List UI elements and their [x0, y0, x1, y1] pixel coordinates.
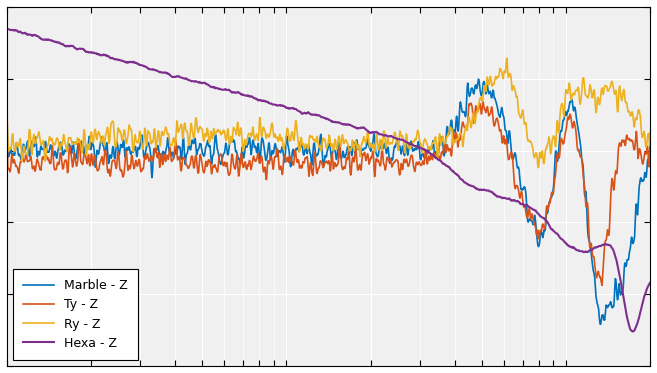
Marble - Z [79, 144, 87, 148]
Ry - Z [3, 103, 11, 108]
Ry - Z [276, 132, 284, 137]
Line: Ty - Z: Ty - Z [7, 102, 650, 285]
Marble - Z [289, 147, 297, 151]
Marble - Z [53, 156, 60, 160]
Marble - Z [3, 111, 11, 115]
Ry - Z [53, 136, 60, 141]
Ry - Z [535, 166, 543, 170]
Hexa - Z [646, 280, 654, 285]
Ty - Z [479, 100, 487, 104]
Legend: Marble - Z, Ty - Z, Ry - Z, Hexa - Z: Marble - Z, Ty - Z, Ry - Z, Hexa - Z [13, 269, 138, 360]
Ry - Z [369, 144, 377, 148]
Hexa - Z [3, 26, 11, 31]
Ry - Z [289, 135, 297, 140]
Marble - Z [301, 149, 309, 154]
Ty - Z [598, 283, 606, 288]
Ty - Z [276, 167, 284, 172]
Ty - Z [289, 163, 297, 167]
Ty - Z [79, 162, 87, 166]
Ty - Z [53, 164, 60, 169]
Hexa - Z [276, 103, 284, 107]
Hexa - Z [301, 110, 309, 115]
Ry - Z [503, 56, 510, 60]
Marble - Z [369, 141, 377, 145]
Ry - Z [79, 145, 87, 150]
Ty - Z [301, 159, 309, 163]
Hexa - Z [289, 106, 297, 110]
Hexa - Z [369, 130, 377, 134]
Line: Marble - Z: Marble - Z [7, 79, 650, 324]
Marble - Z [276, 149, 284, 154]
Hexa - Z [629, 329, 637, 334]
Ry - Z [301, 146, 309, 151]
Ty - Z [646, 139, 654, 144]
Line: Hexa - Z: Hexa - Z [7, 29, 650, 332]
Marble - Z [474, 77, 482, 81]
Marble - Z [646, 135, 654, 140]
Hexa - Z [79, 47, 87, 51]
Ty - Z [369, 149, 377, 154]
Hexa - Z [53, 40, 60, 44]
Line: Ry - Z: Ry - Z [7, 58, 650, 168]
Ry - Z [646, 131, 654, 135]
Marble - Z [597, 322, 604, 326]
Ty - Z [3, 122, 11, 126]
